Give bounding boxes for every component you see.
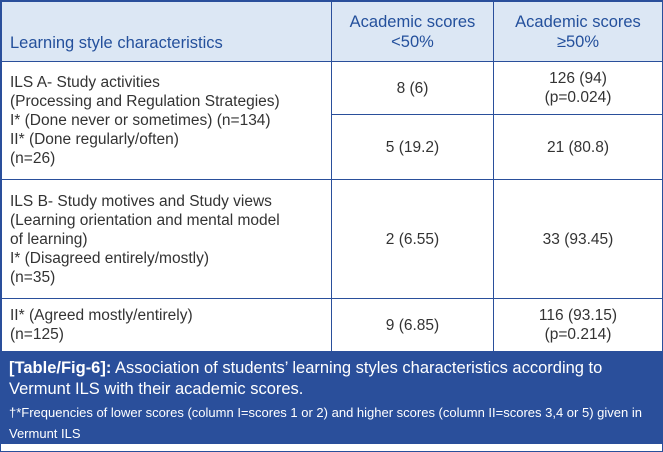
label-line: II* (Agreed mostly/entirely)	[10, 307, 193, 324]
data-table: Learning style characteristics Academic …	[1, 1, 663, 352]
header-low-scores: Academic scores <50%	[331, 1, 494, 62]
label-line: (n=26)	[10, 150, 56, 167]
label-line: I* (Disagreed entirely/mostly)	[10, 249, 209, 267]
header-row: Learning style characteristics Academic …	[1, 1, 663, 62]
row-label-ils-b-ii: II* (Agreed mostly/entirely) (n=125)	[1, 298, 332, 352]
cell-low: 2 (6.55)	[331, 179, 494, 299]
cell-high: 126 (94) (p=0.024)	[493, 61, 663, 115]
cell-text: 116 (93.15)	[538, 307, 618, 324]
table-row: ILS B- Study motives and Study views (Le…	[1, 179, 663, 299]
table-row: II* (Agreed mostly/entirely) (n=125) 9 (…	[1, 298, 663, 352]
label-line: ILS A- Study activities	[10, 74, 160, 91]
cell-high: 33 (93.45)	[493, 179, 663, 299]
caption-main: [Table/Fig-6]: Association of students’ …	[9, 358, 654, 400]
label-line: (Processing and Regulation Strategies)	[10, 93, 280, 110]
cell-low: 9 (6.85)	[331, 298, 494, 352]
table-row: ILS A- Study activities (Processing and …	[1, 61, 663, 180]
caption-footnote: †*Frequencies of lower scores (column I=…	[9, 405, 642, 441]
header-text: Learning style characteristics	[10, 34, 223, 52]
label-line: II* (Done regularly/often)	[10, 131, 179, 148]
figure-caption: [Table/Fig-6]: Association of students’ …	[1, 352, 662, 444]
header-characteristics: Learning style characteristics	[1, 1, 332, 62]
cell-text: 126 (94)	[549, 70, 607, 87]
cell-text: (p=0.214)	[544, 326, 612, 343]
table-row: 5 (19.2) 21 (80.8)	[2, 114, 663, 180]
cell-text: (p=0.024)	[544, 89, 612, 106]
label-line: (n=125)	[10, 326, 64, 343]
caption-text: Association of students’ learning styles…	[9, 359, 603, 398]
label-line: of learning)	[10, 230, 88, 248]
header-text: Academic scores	[349, 12, 476, 31]
caption-label: [Table/Fig-6]:	[9, 359, 112, 377]
cell-high: 21 (80.8)	[493, 114, 663, 180]
header-text: <50%	[391, 32, 434, 51]
header-text: ≥50%	[556, 32, 600, 51]
label-line: ILS B- Study motives and Study views	[10, 192, 272, 210]
label-line: I* (Done never or sometimes) (n=134)	[10, 112, 271, 129]
row-label-ils-a: ILS A- Study activities (Processing and …	[1, 61, 332, 180]
label-line: (n=35)	[10, 268, 56, 286]
header-high-scores: Academic scores ≥50%	[493, 1, 663, 62]
label-line: (Learning orientation and mental model	[10, 211, 280, 229]
cell-low: 5 (19.2)	[331, 114, 494, 180]
header-text: Academic scores	[515, 12, 641, 31]
cell-high: 116 (93.15) (p=0.214)	[493, 298, 663, 352]
row-label-ils-b: ILS B- Study motives and Study views (Le…	[1, 179, 332, 299]
cell-low: 8 (6)	[331, 61, 494, 115]
